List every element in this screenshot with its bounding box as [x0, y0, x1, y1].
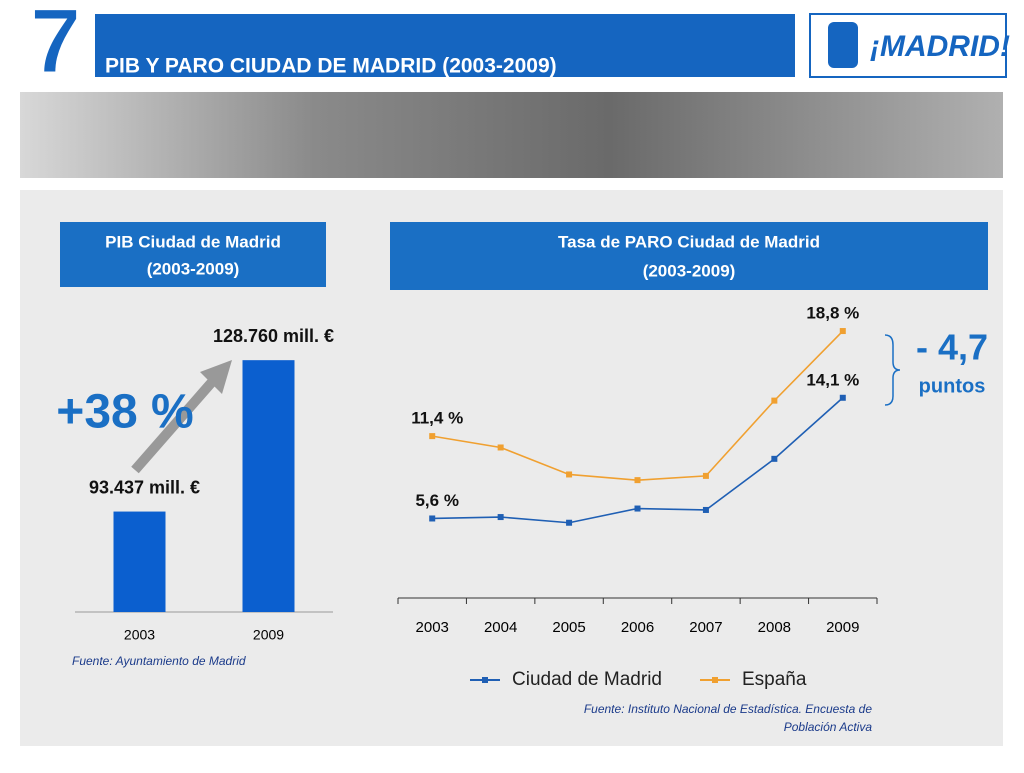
bar — [242, 360, 295, 612]
point — [839, 394, 846, 401]
x-tick-label: 2009 — [253, 627, 284, 643]
x-tick-label: 2008 — [758, 619, 791, 636]
chart-title: Tasa de PARO Ciudad de Madrid — [558, 232, 820, 251]
slide-title: PIB Y PARO CIUDAD DE MADRID (2003-2009) — [105, 55, 557, 78]
value-label: 128.760 mill. € — [213, 326, 334, 346]
value-label: 18,8 % — [806, 304, 859, 323]
value-label: 14,1 % — [806, 370, 859, 389]
bar — [113, 511, 166, 612]
x-tick-label: 2007 — [689, 619, 722, 636]
x-tick-label: 2005 — [552, 619, 585, 636]
legend-marker — [712, 677, 718, 683]
point — [634, 477, 641, 484]
point — [702, 472, 709, 479]
point — [497, 444, 504, 451]
value-label: 93.437 mill. € — [89, 477, 200, 497]
brace — [884, 334, 901, 406]
growth-arrow-head — [200, 360, 232, 394]
chart-header — [390, 222, 988, 290]
chart-title: PIB Ciudad de Madrid — [105, 232, 281, 251]
point — [566, 471, 573, 478]
difference-unit: puntos — [919, 375, 986, 397]
x-tick-label: 2006 — [621, 619, 654, 636]
logo: ¡MADRID! — [870, 30, 1010, 63]
legend-label: España — [742, 669, 807, 690]
x-tick-label: 2004 — [484, 619, 517, 636]
value-label: 11,4 % — [411, 409, 463, 428]
source: Población Activa — [784, 720, 873, 734]
source: Fuente: Ayuntamiento de Madrid — [72, 654, 246, 668]
point — [771, 397, 778, 404]
point — [634, 505, 641, 512]
legend-label: Ciudad de Madrid — [512, 669, 662, 690]
x-tick-label: 2003 — [124, 627, 155, 643]
x-tick-label: 2009 — [826, 619, 859, 636]
source: Fuente: Instituto Nacional de Estadístic… — [584, 702, 872, 716]
slide-number: 7 — [30, 0, 81, 92]
value-label: 5,6 % — [415, 491, 458, 510]
point — [429, 515, 436, 522]
point — [566, 519, 573, 526]
difference-annotation: - 4,7 — [916, 327, 988, 368]
x-tick-label: 2003 — [416, 619, 449, 636]
chart-subtitle: (2003-2009) — [643, 261, 736, 280]
point — [771, 455, 778, 462]
title-bar — [95, 14, 795, 77]
legend-marker — [482, 677, 488, 683]
photo-strip — [20, 92, 1003, 178]
growth-annotation: +38 % — [56, 386, 193, 439]
point — [497, 514, 504, 521]
logo-shield — [828, 22, 858, 68]
growth-arrow — [131, 378, 216, 474]
chart-header — [60, 222, 326, 287]
point — [429, 433, 436, 440]
point — [702, 506, 709, 513]
chart-subtitle: (2003-2009) — [147, 259, 240, 278]
point — [839, 328, 846, 335]
